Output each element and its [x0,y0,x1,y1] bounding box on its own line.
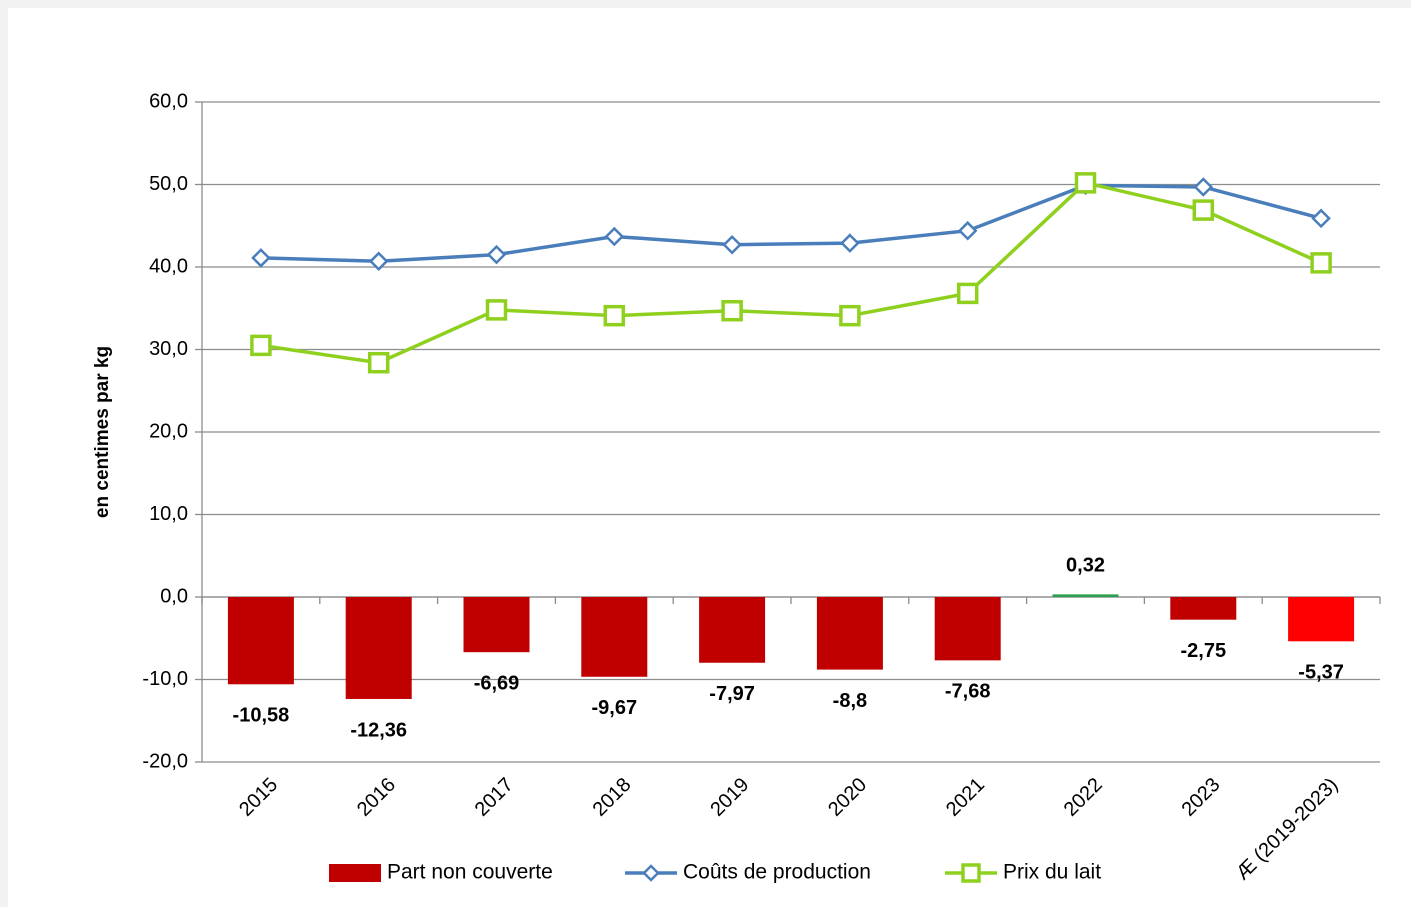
line [260,180,1322,365]
y-tick-label: 20,0 [149,420,188,442]
line-marker [1074,172,1097,194]
y-tick-label: 30,0 [149,338,188,360]
line-marker [604,226,625,247]
legend-label: Prix du lait [1003,861,1101,884]
legend-swatch [329,864,381,882]
y-tick-label: 0,0 [160,585,188,607]
data-label: -10,58 [233,705,290,727]
line-marker [485,299,508,321]
legend-label: Part non couverte [387,861,553,884]
y-tick-label: 50,0 [149,173,188,195]
data-label: -12,36 [350,719,407,741]
data-label: -7,97 [709,683,755,705]
line-marker [840,233,860,253]
data-label: -7,68 [945,681,991,703]
line-marker [1311,208,1331,229]
y-tick-label: -10,0 [142,668,188,690]
data-label: -2,75 [1181,640,1227,662]
line-marker [367,351,390,374]
data-label: -6,69 [474,672,520,694]
line-marker [250,334,272,357]
chart-background [8,8,1411,907]
y-tick-label: -20,0 [142,750,188,772]
line [260,183,1322,263]
line-marker [957,220,978,241]
bar [934,597,1001,661]
legend-marker [961,863,981,883]
line-marker [368,251,389,271]
bar [699,597,766,663]
data-label: 0,32 [1066,555,1105,577]
bar [463,597,530,653]
y-tick-label: 10,0 [149,503,188,525]
bar [581,597,648,677]
legend-marker [642,864,660,882]
line-marker [486,244,507,265]
line-marker [1310,252,1332,274]
bar [816,597,883,670]
data-label: -5,37 [1298,662,1344,684]
line-marker [1193,177,1214,197]
line-marker [251,248,271,268]
y-tick-label: 60,0 [149,90,188,112]
line-marker [722,234,742,255]
line-marker [603,304,626,327]
y-tick-label: 40,0 [149,255,188,277]
bar [227,597,294,685]
line-marker [721,299,743,322]
line-marker [1192,199,1215,221]
line-marker [839,304,861,327]
data-label: -9,67 [592,697,638,719]
bar [1170,597,1237,620]
data-label: -8,8 [833,690,867,712]
bar [1052,594,1119,597]
y-axis-title: en centimes par kg [92,346,113,518]
line-marker [956,282,979,305]
legend-label: Coûts de production [683,861,871,884]
bar [345,597,412,699]
bar [1288,597,1355,642]
